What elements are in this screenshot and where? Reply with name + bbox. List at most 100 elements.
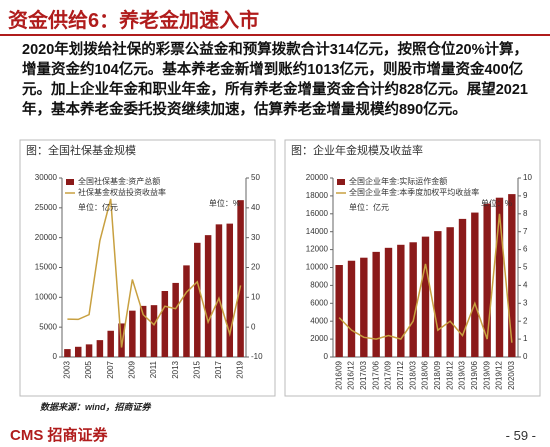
y2-unit: 单位：% (209, 198, 240, 208)
bar (384, 247, 393, 357)
x-tick-label: 2005 (84, 360, 93, 378)
bar (129, 310, 136, 357)
bar (347, 260, 356, 357)
x-tick-label: 2016/09 (334, 360, 343, 389)
bar (434, 231, 442, 357)
legend-label: 社保基金权益投资收益率 (78, 187, 166, 197)
y2-tick-label: 1 (523, 334, 528, 343)
bar (161, 291, 169, 357)
bar (183, 265, 190, 357)
y2-tick-label: 10 (523, 173, 532, 182)
bar (495, 197, 504, 357)
line (67, 198, 242, 348)
y-tick-label: 16000 (306, 209, 329, 218)
bar (372, 251, 380, 357)
x-tick-label: 2009 (127, 360, 136, 378)
title-rule (0, 34, 550, 36)
y-tick-label: 20000 (35, 233, 58, 242)
bar (446, 227, 454, 357)
paragraph: 2020年划拨给社保的彩票公益金和预算拨款合计314亿元，按照仓位20%计算，增… (22, 42, 528, 118)
bar (172, 282, 179, 357)
y2-tick-label: -10 (251, 352, 263, 361)
page-number: - 59 - (505, 428, 536, 443)
y-unit: 单位：亿元 (78, 202, 118, 212)
y-tick-label: 0 (53, 352, 58, 361)
y-tick-label: 6000 (310, 298, 328, 307)
bar (194, 242, 201, 357)
y-tick-label: 15000 (35, 263, 58, 272)
bar (483, 203, 491, 357)
y2-tick-label: 4 (523, 281, 528, 290)
x-tick-label: 2019/06 (470, 360, 479, 389)
bar (471, 212, 479, 357)
bar (360, 257, 368, 357)
x-tick-label: 2017/09 (384, 360, 393, 389)
panel (284, 139, 541, 397)
legend-label: 全国社保基金:资产总额 (78, 176, 160, 186)
y-tick-label: 4000 (310, 316, 328, 325)
x-tick-label: 2017/06 (371, 360, 380, 389)
x-tick-label: 2018/12 (445, 360, 454, 389)
y2-tick-label: 5 (523, 263, 528, 272)
x-tick-label: 2018/03 (408, 360, 417, 389)
bar (204, 235, 212, 357)
y2-tick-label: 50 (251, 173, 260, 182)
legend-swatch (66, 179, 74, 185)
y-tick-label: 25000 (35, 203, 58, 212)
bar (74, 346, 82, 357)
x-tick-label: 2017 (214, 360, 223, 378)
bar (64, 349, 71, 357)
panel (19, 139, 276, 397)
x-tick-label: 2016/12 (347, 360, 356, 389)
bar (107, 330, 114, 357)
y2-tick-label: 0 (523, 352, 528, 361)
y2-tick-label: 30 (251, 233, 260, 242)
legend-label: 全国企业年金:本季度加权平均收益率 (349, 187, 479, 197)
y2-tick-label: 2 (523, 316, 528, 325)
y-tick-label: 30000 (35, 173, 58, 182)
bar (85, 344, 93, 357)
brand: CMS 招商证券 (10, 427, 108, 444)
bar (335, 265, 343, 357)
x-tick-label: 2013 (171, 360, 180, 378)
y-tick-label: 2000 (310, 334, 328, 343)
y2-tick-label: 8 (523, 209, 528, 218)
x-tick-label: 2017/03 (359, 360, 368, 389)
source: 数据来源：wind，招商证券 (40, 402, 151, 412)
y2-tick-label: 6 (523, 245, 528, 254)
y2-tick-label: 7 (523, 227, 528, 236)
bar (458, 218, 467, 357)
x-tick-label: 2019/09 (482, 360, 491, 389)
y2-tick-label: 9 (523, 191, 528, 200)
y-unit: 单位：亿元 (349, 202, 389, 212)
bar (215, 224, 223, 357)
x-tick-label: 2011 (149, 360, 158, 378)
y-tick-label: 20000 (306, 173, 329, 182)
x-tick-label: 2017/12 (396, 360, 405, 389)
bar (397, 244, 405, 357)
slide-title: 资金供给6：养老金加速入市 (8, 10, 260, 32)
bar (409, 242, 417, 357)
y-tick-label: 18000 (306, 191, 329, 200)
x-tick-label: 2018/09 (433, 360, 442, 389)
y-tick-label: 14000 (306, 227, 329, 236)
x-tick-label: 2007 (106, 360, 115, 378)
y-tick-label: 12000 (306, 245, 329, 254)
y-tick-label: 5000 (39, 322, 57, 331)
line (338, 213, 513, 343)
y-tick-label: 0 (324, 352, 329, 361)
y2-tick-label: 0 (251, 322, 256, 331)
y2-tick-label: 20 (251, 263, 260, 272)
legend-swatch (337, 179, 345, 185)
y2-tick-label: 10 (251, 292, 260, 301)
x-tick-label: 2019/03 (458, 360, 467, 389)
x-tick-label: 2020/03 (507, 360, 516, 389)
y2-unit: 单位：% (481, 198, 512, 208)
x-tick-label: 2019/12 (495, 360, 504, 389)
x-tick-label: 2015 (192, 360, 201, 378)
y2-tick-label: 40 (251, 203, 260, 212)
y-tick-label: 10000 (35, 292, 58, 301)
x-tick-label: 2018/06 (421, 360, 430, 389)
